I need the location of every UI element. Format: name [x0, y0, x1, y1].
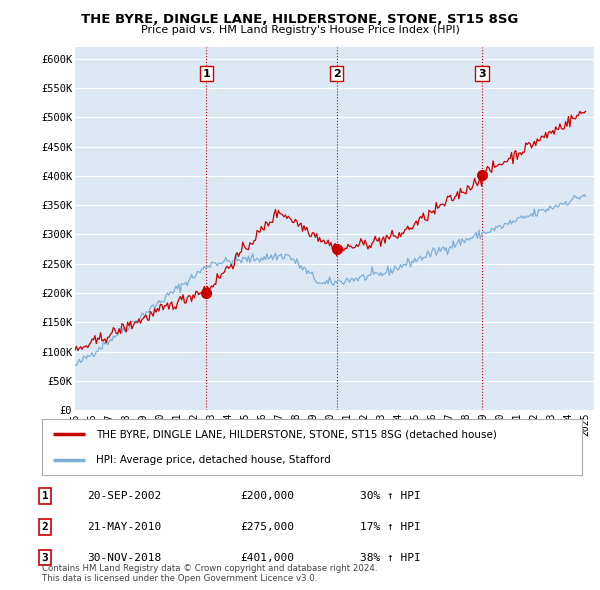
Text: Contains HM Land Registry data © Crown copyright and database right 2024.
This d: Contains HM Land Registry data © Crown c…: [42, 563, 377, 583]
Text: 2: 2: [41, 522, 49, 532]
Text: 3: 3: [478, 68, 486, 78]
Text: Price paid vs. HM Land Registry's House Price Index (HPI): Price paid vs. HM Land Registry's House …: [140, 25, 460, 35]
Text: HPI: Average price, detached house, Stafford: HPI: Average price, detached house, Staf…: [96, 455, 331, 465]
Text: 30% ↑ HPI: 30% ↑ HPI: [360, 491, 421, 501]
Text: 30-NOV-2018: 30-NOV-2018: [87, 553, 161, 562]
Text: £200,000: £200,000: [240, 491, 294, 501]
Text: 17% ↑ HPI: 17% ↑ HPI: [360, 522, 421, 532]
Text: THE BYRE, DINGLE LANE, HILDERSTONE, STONE, ST15 8SG (detached house): THE BYRE, DINGLE LANE, HILDERSTONE, STON…: [96, 429, 497, 439]
Text: 1: 1: [202, 68, 210, 78]
Text: 20-SEP-2002: 20-SEP-2002: [87, 491, 161, 501]
Text: 1: 1: [41, 491, 49, 501]
Text: 3: 3: [41, 553, 49, 562]
Text: THE BYRE, DINGLE LANE, HILDERSTONE, STONE, ST15 8SG: THE BYRE, DINGLE LANE, HILDERSTONE, STON…: [82, 13, 518, 26]
Text: 21-MAY-2010: 21-MAY-2010: [87, 522, 161, 532]
Text: £401,000: £401,000: [240, 553, 294, 562]
Text: £275,000: £275,000: [240, 522, 294, 532]
Text: 2: 2: [333, 68, 341, 78]
Text: 38% ↑ HPI: 38% ↑ HPI: [360, 553, 421, 562]
